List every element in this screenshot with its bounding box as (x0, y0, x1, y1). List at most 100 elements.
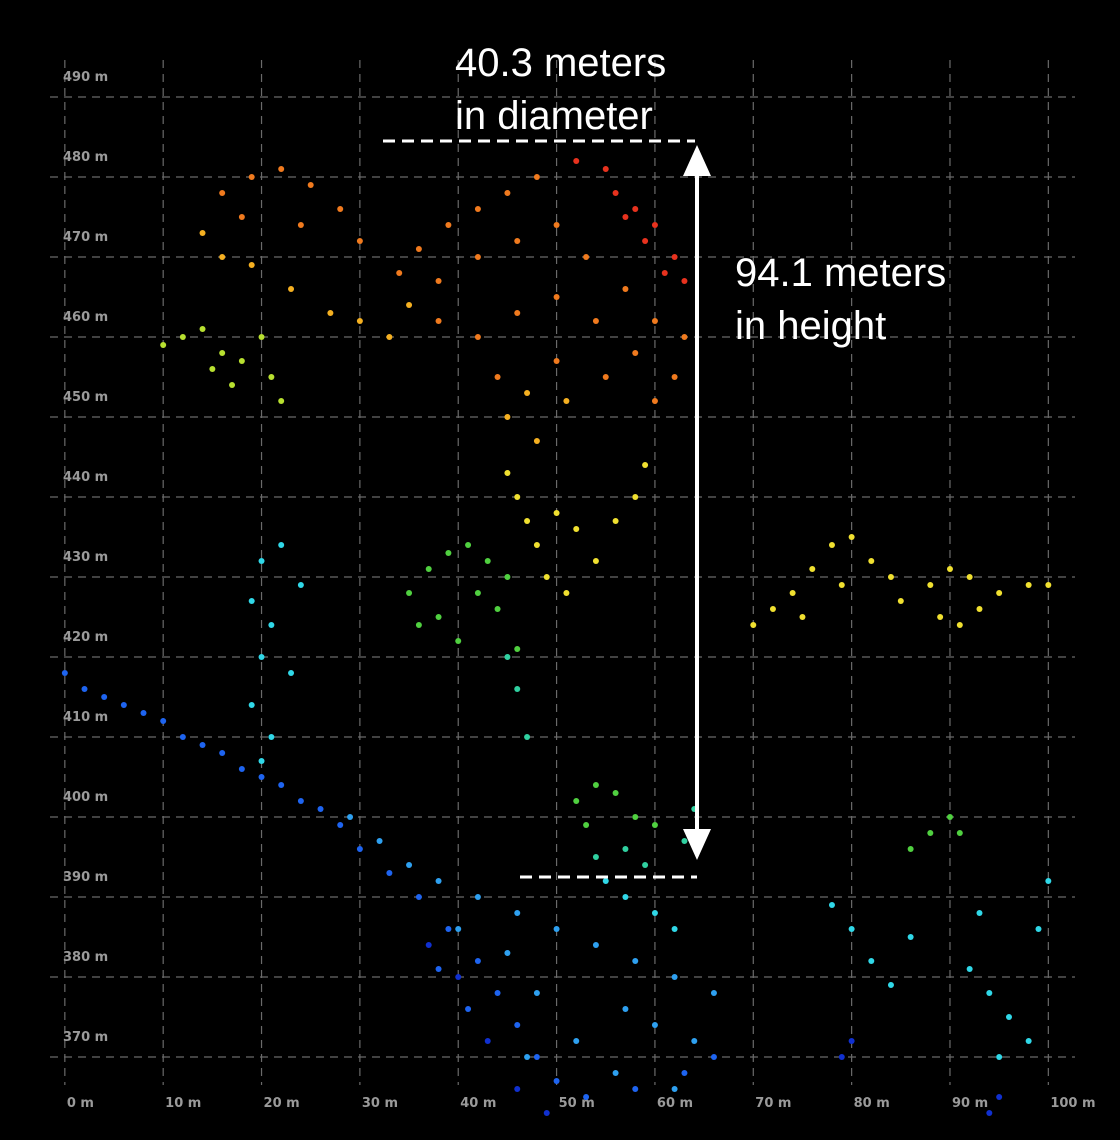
point (966, 966, 973, 972)
point (268, 734, 275, 740)
point (474, 958, 481, 964)
point (632, 350, 639, 356)
y-tick-label: 420 m (63, 630, 108, 645)
point (524, 518, 531, 524)
point (671, 1086, 678, 1092)
point (592, 558, 599, 564)
point (524, 390, 531, 396)
x-tick-label: 20 m (264, 1096, 300, 1111)
point (219, 750, 226, 756)
point (1025, 582, 1032, 588)
point (642, 238, 649, 244)
point (268, 622, 275, 628)
point (465, 542, 472, 548)
point (976, 606, 983, 612)
x-tick-label: 40 m (460, 1096, 496, 1111)
point (927, 582, 934, 588)
point (327, 310, 334, 316)
point (229, 382, 236, 388)
x-tick-label: 70 m (755, 1096, 791, 1111)
point (455, 638, 462, 644)
point (504, 574, 511, 580)
point (258, 558, 265, 564)
point (651, 822, 658, 828)
point (602, 374, 609, 380)
point (632, 206, 639, 212)
point (996, 590, 1003, 596)
point (494, 990, 501, 996)
point (474, 894, 481, 900)
point (317, 806, 324, 812)
point (553, 358, 560, 364)
point (435, 966, 442, 972)
point (514, 910, 521, 916)
y-tick-label: 370 m (63, 1030, 108, 1045)
point (356, 846, 363, 852)
point (219, 350, 226, 356)
x-tick-label: 50 m (559, 1096, 595, 1111)
point (553, 294, 560, 300)
point (494, 374, 501, 380)
point (543, 1110, 550, 1116)
point (651, 910, 658, 916)
point (199, 742, 206, 748)
point (347, 814, 354, 820)
point (543, 574, 550, 580)
point (573, 526, 580, 532)
point (445, 222, 452, 228)
point (602, 878, 609, 884)
point (622, 894, 629, 900)
point (81, 686, 88, 692)
point (651, 1022, 658, 1028)
point (504, 470, 511, 476)
point (258, 774, 265, 780)
point (484, 558, 491, 564)
point (533, 990, 540, 996)
point (179, 334, 186, 340)
point (612, 518, 619, 524)
point (356, 318, 363, 324)
point (278, 398, 285, 404)
point (966, 574, 973, 580)
x-tick-label: 80 m (854, 1096, 890, 1111)
point (907, 934, 914, 940)
point (642, 462, 649, 468)
point (956, 830, 963, 836)
point (248, 598, 255, 604)
point (1025, 1038, 1032, 1044)
point (524, 734, 531, 740)
point (612, 790, 619, 796)
point (465, 1006, 472, 1012)
x-tick-label: 0 m (67, 1096, 94, 1111)
point (671, 974, 678, 980)
point (710, 1054, 717, 1060)
point (474, 334, 481, 340)
point (396, 270, 403, 276)
arrow-head-top (683, 145, 711, 176)
point (1035, 926, 1042, 932)
point (592, 942, 599, 948)
annotation: in diameter (455, 94, 653, 138)
point (897, 598, 904, 604)
point (573, 798, 580, 804)
point (297, 582, 304, 588)
point (642, 862, 649, 868)
point (474, 206, 481, 212)
point (573, 158, 580, 164)
point (258, 334, 265, 340)
point (651, 398, 658, 404)
point (622, 214, 629, 220)
annotations: 40.3 meters in diameter 94.1 meters in heig… (455, 41, 946, 348)
point (199, 326, 206, 332)
point (828, 542, 835, 548)
point (160, 718, 167, 724)
point (996, 1054, 1003, 1060)
point (514, 686, 521, 692)
point (406, 590, 413, 596)
point (1045, 582, 1052, 588)
point (612, 190, 619, 196)
point (474, 590, 481, 596)
point (838, 582, 845, 588)
point (671, 926, 678, 932)
point (868, 958, 875, 964)
